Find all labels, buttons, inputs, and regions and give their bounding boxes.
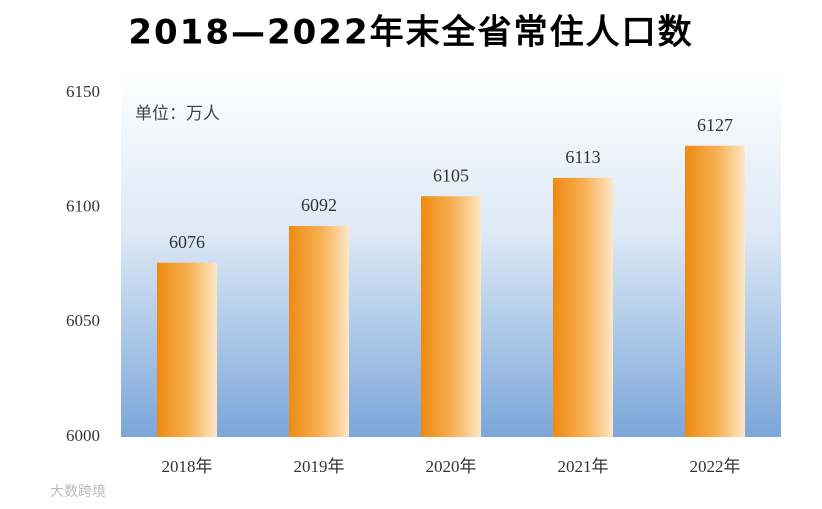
bar xyxy=(421,196,481,437)
x-tick-label: 2018年 xyxy=(162,457,213,476)
bar xyxy=(289,226,349,437)
chart-title: 2018—2022年末全省常住人口数 xyxy=(128,13,693,53)
watermark: 大数跨境 xyxy=(50,484,106,500)
bar xyxy=(157,262,217,437)
value-label: 6076 xyxy=(169,232,205,252)
value-label: 6113 xyxy=(565,147,600,167)
y-tick-label: 6050 xyxy=(66,311,100,330)
x-tick-label: 2021年 xyxy=(558,457,609,476)
bar xyxy=(685,145,745,437)
x-tick-label: 2019年 xyxy=(294,457,345,476)
y-tick-label: 6000 xyxy=(66,426,100,445)
x-tick-label: 2020年 xyxy=(426,457,477,476)
x-tick-label: 2022年 xyxy=(690,457,741,476)
y-tick-label: 6150 xyxy=(66,82,100,101)
value-label: 6127 xyxy=(697,115,733,135)
bar xyxy=(553,177,613,437)
value-label: 6092 xyxy=(301,195,337,215)
value-label: 6105 xyxy=(433,165,469,185)
unit-label: 单位：万人 xyxy=(135,104,220,123)
y-tick-label: 6100 xyxy=(66,197,100,216)
